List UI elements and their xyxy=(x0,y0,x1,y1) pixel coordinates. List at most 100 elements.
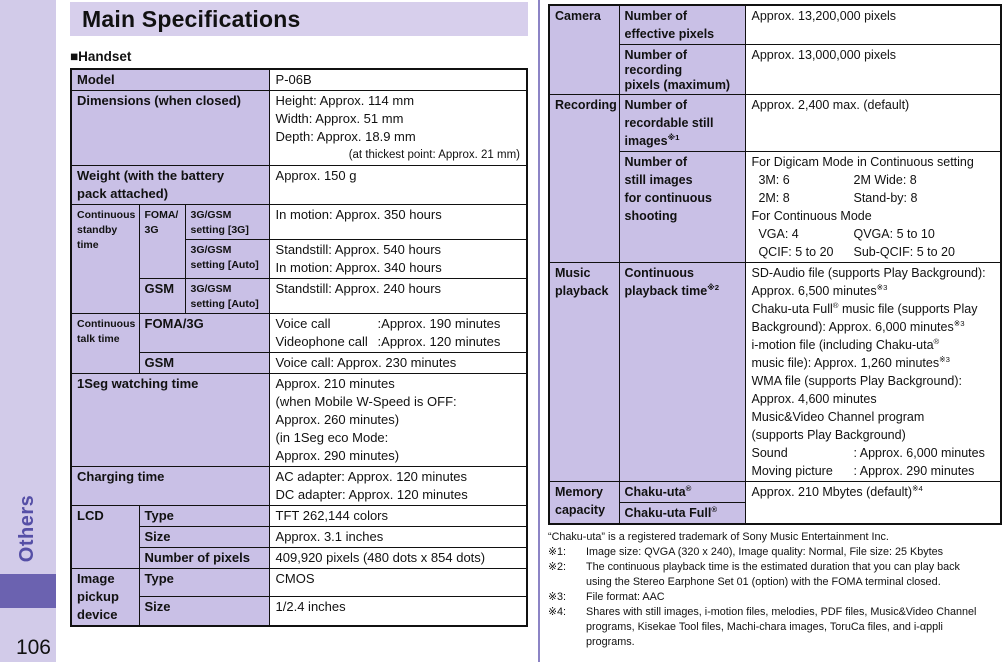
spec-value-cell: Voice call: Approx. 230 minutes xyxy=(268,352,528,374)
spec-value-cell: CMOS xyxy=(268,567,528,598)
spec-value-line: Approx. 210 minutes xyxy=(275,376,395,391)
spec-value-line: 2M: 8 Stand-by: 8 xyxy=(751,191,918,205)
spec-value-cell: Approx. 13,200,000 pixels xyxy=(744,4,1002,45)
handset-spec-table: Model P-06B Dimensions (when closed) Height… xyxy=(70,68,528,627)
spec-row: LCD Type TFT 262,144 colors xyxy=(70,505,528,569)
spec-row: Number of pixels 409,920 pixels (480 dots… xyxy=(71,547,528,569)
spec-value-line: (at thickest point: Approx. 21 mm) xyxy=(348,149,520,161)
column-divider xyxy=(538,0,540,662)
spec-value-line: Approx. 13,000,000 pixels xyxy=(751,48,897,62)
spec-value-line: (in 1Seg eco Mode: xyxy=(275,430,389,445)
spec-value-line: QCIF: 5 to 20 Sub-QCIF: 5 to 20 xyxy=(751,245,955,259)
spec-row: GSM Voice call: Approx. 230 minutes xyxy=(71,352,528,374)
spec-value-cell: Approx. 150 g xyxy=(268,165,528,205)
spec-value-cell: Voice call:Approx. 190 minutes Videophone… xyxy=(268,313,528,353)
spec-row: Chaku-uta Full® xyxy=(549,502,1001,525)
spec-row: Camera Number of effective pixels Approx. … xyxy=(548,4,1002,95)
spec-value-line: (supports Play Background) xyxy=(751,428,906,442)
spec-value-line: Voice call:Approx. 190 minutes xyxy=(275,316,501,331)
spec-row: 1Seg watching time Approx. 210 minutes (wh… xyxy=(70,373,528,467)
spec-value-line: i-motion file (including Chaku-uta® xyxy=(751,336,940,352)
spec-value-line: Videophone call:Approx. 120 minutes xyxy=(275,334,501,349)
spec-label-cell: Music playback xyxy=(548,262,620,482)
spec-label-cell: FOMA/3G xyxy=(138,313,270,353)
spec-row: GSM 3G/GSM setting [Auto] Standstill: Appr… xyxy=(71,278,528,314)
page-number: 106 xyxy=(15,636,51,659)
spec-value-line: Moving picture: Approx. 290 minutes xyxy=(751,464,975,478)
spec-label-cell: Continuous standby time xyxy=(70,204,140,314)
section-label-handset: ■Handset xyxy=(70,49,132,64)
spec-value-line: Approx. 3.1 inches xyxy=(275,529,384,544)
spec-value-line: (when Mobile W-Speed is OFF: xyxy=(275,394,457,409)
spec-value-cell: TFT 262,144 colors xyxy=(268,505,528,527)
spec-value-line: Voice call: Approx. 230 minutes xyxy=(275,355,457,370)
spec-value-line: TFT 262,144 colors xyxy=(275,508,389,523)
sidebar-accent-square xyxy=(0,574,56,608)
sidebar-band: Others 106 xyxy=(0,0,56,662)
spec-value-line: Approx. 13,200,000 pixels xyxy=(751,9,897,23)
spec-row: Model P-06B xyxy=(70,68,528,91)
spec-value-line: Approx. 260 minutes) xyxy=(275,412,400,427)
spec-value-cell: Approx. 3.1 inches xyxy=(268,526,528,548)
spec-value-cell: Approx. 13,000,000 pixels xyxy=(744,44,1002,95)
spec-value-line: Width: Approx. 51 mm xyxy=(275,111,404,126)
spec-value-cell: For Digicam Mode in Continuous setting 3… xyxy=(744,151,1002,263)
spec-label-cell: Size xyxy=(138,596,270,627)
spec-label-cell: Charging time xyxy=(70,466,270,506)
spec-value-cell: SD-Audio file (supports Play Background)… xyxy=(744,262,1002,482)
spec-label-cell: Chaku-uta® xyxy=(618,481,746,503)
spec-label-cell: 3G/GSM setting [Auto] xyxy=(184,239,270,279)
spec-value-line: For Digicam Mode in Continuous setting xyxy=(751,155,974,169)
spec-row: Size 1/2.4 inches xyxy=(71,596,528,627)
spec-value-line: 1/2.4 inches xyxy=(275,599,346,615)
footnote-line: ※3: File format: AAC xyxy=(548,590,1002,605)
spec-value-line: In motion: Approx. 340 hours xyxy=(275,260,442,275)
spec-row: Image pickup device Type CMOS xyxy=(70,567,528,627)
footnote-text: File format: AAC xyxy=(586,591,665,603)
spec-value-line: Height: Approx. 114 mm xyxy=(275,93,415,108)
spec-value-cell: Approx. 2,400 max. (default) xyxy=(744,94,1002,152)
spec-row: Recording Number of recordable still imag… xyxy=(548,94,1002,263)
spec-row: Continuous standby time FOMA/ 3G 3G/GSM se… xyxy=(70,204,528,314)
spec-row: Dimensions (when closed) Height: Approx. … xyxy=(70,90,528,166)
spec-label-cell: Dimensions (when closed) xyxy=(70,90,270,166)
spec-label-cell: Camera xyxy=(548,4,620,95)
spec-value-cell: Standstill: Approx. 540 hours In motion: … xyxy=(268,239,528,279)
spec-label-cell: Number of pixels xyxy=(138,547,270,569)
spec-row: Music playback Continuous playback time※2… xyxy=(548,262,1002,482)
spec-label-cell: Recording xyxy=(548,94,620,263)
footnote-marker: ※3: xyxy=(548,591,567,603)
spec-row: Charging time AC adapter: Approx. 120 min… xyxy=(70,466,528,506)
spec-value-line: VGA: 4 QVGA: 5 to 10 xyxy=(751,227,935,241)
spec-row: Memory capacity Chaku-uta® Approx. 210 Mby… xyxy=(548,481,1002,525)
spec-value-cell: P-06B xyxy=(268,68,528,91)
spec-value-line: Music&Video Channel program xyxy=(751,410,925,424)
spec-label-cell: Weight (with the battery pack attached) xyxy=(70,165,270,205)
page-title: Main Specifications xyxy=(70,2,528,36)
footnote-line: “Chaku-uta” is a registered trademark of… xyxy=(548,530,1002,545)
spec-value-line: Chaku-uta Full® music file (supports Pla… xyxy=(751,300,978,316)
left-column: Main Specifications ■Handset Model P-06B D… xyxy=(70,2,528,627)
spec-value-line: Background): Approx. 6,000 minutes※3 xyxy=(751,318,965,334)
spec-row: Continuous talk time FOMA/3G Voice call:Ap… xyxy=(70,313,528,374)
spec-label-cell: Memory capacity xyxy=(548,481,620,525)
spec-label-cell: Number of still images for continuous sh… xyxy=(618,151,746,263)
spec-value-line: Approx. 150 g xyxy=(275,168,357,183)
spec-value-line: 409,920 pixels (480 dots x 854 dots) xyxy=(275,550,486,565)
spec-value-cell: Approx. 210 minutes (when Mobile W-Speed … xyxy=(268,373,528,467)
spec-value-line: In motion: Approx. 350 hours xyxy=(275,207,442,222)
footnotes: “Chaku-uta” is a registered trademark of… xyxy=(548,530,1002,650)
spec-label-cell: Type xyxy=(138,505,270,527)
spec-value-cell: In motion: Approx. 350 hours xyxy=(268,204,528,240)
spec-row: 3G/GSM setting [Auto] Standstill: Approx.… xyxy=(71,239,528,279)
spec-value-line: Approx. 6,500 minutes※3 xyxy=(751,282,888,298)
spec-row: Number of recording pixels (maximum) Appr… xyxy=(549,44,1002,95)
footnote-line: ※1: Image size: QVGA (320 x 240), Image q… xyxy=(548,545,1002,560)
spec-value-line: AC adapter: Approx. 120 minutes xyxy=(275,469,468,484)
spec-label-cell: Number of recording pixels (maximum) xyxy=(618,44,746,95)
right-column: Camera Number of effective pixels Approx. … xyxy=(548,4,1002,650)
spec-label-cell: Number of effective pixels xyxy=(618,4,746,45)
spec-label-cell: Image pickup device xyxy=(70,568,140,627)
footnote-line: ※4: Shares with still images, i-motion fi… xyxy=(548,605,1002,650)
